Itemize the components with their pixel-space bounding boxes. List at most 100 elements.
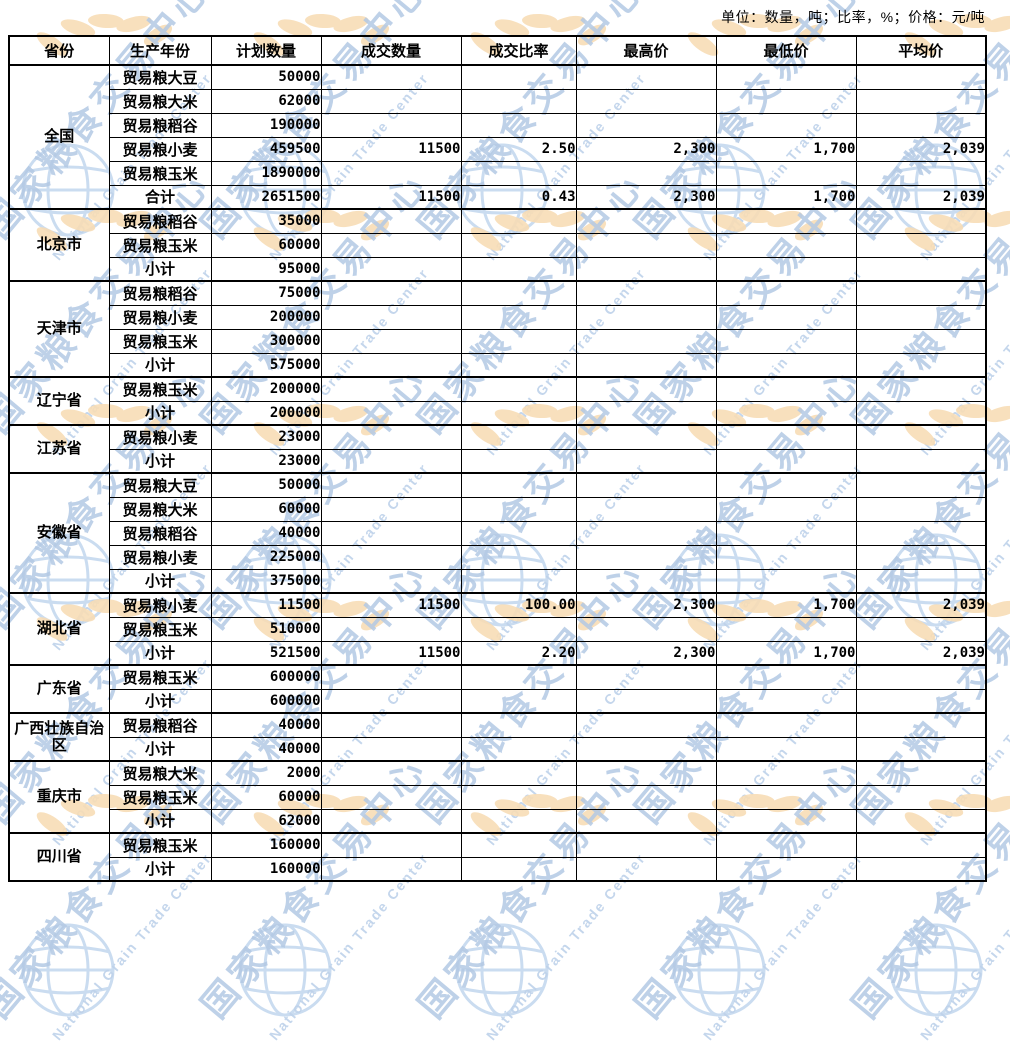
deal-ratio-cell <box>460 832 577 858</box>
low-price-cell <box>715 208 857 234</box>
avg-price-cell <box>855 64 987 90</box>
table-row: 重庆市 贸易粮大米 2000 <box>8 760 987 834</box>
low-price-cell <box>715 112 857 138</box>
deal-qty-cell <box>320 352 462 378</box>
low-price-cell <box>715 568 857 594</box>
table-row: 贸易粮玉米 1890000 <box>9 160 987 186</box>
planned-qty-cell: 459500 <box>210 136 322 162</box>
high-price-cell <box>575 400 717 426</box>
deal-ratio-cell <box>460 736 577 762</box>
avg-price-cell <box>855 304 987 330</box>
deal-qty-cell <box>320 832 462 858</box>
high-price-cell <box>575 736 717 762</box>
deal-qty-cell <box>320 400 462 426</box>
deal-ratio-cell <box>460 424 577 450</box>
column-header: 最低价 <box>715 35 857 66</box>
planned-qty-cell: 2000 <box>210 760 322 786</box>
table-row: 贸易粮小麦 459500 11500 2.50 2,300 1,700 2,039 <box>9 136 987 162</box>
low-price-cell <box>715 808 857 834</box>
avg-price-cell <box>855 328 987 354</box>
avg-price-cell: 2,039 <box>855 184 987 210</box>
deal-ratio-cell <box>460 472 577 498</box>
grain-report-table: 省份 生产年份 计划数量 成交数量 成交比率 最高价 最低价 平均价 全国 贸易粮大豆 50000… <box>8 35 987 882</box>
grain-type-cell: 贸易粮大豆 <box>108 472 212 498</box>
deal-ratio-cell <box>460 232 577 258</box>
high-price-cell <box>575 664 717 690</box>
planned-qty-cell: 1890000 <box>210 160 322 186</box>
province-cell: 天津市 <box>8 280 110 378</box>
deal-ratio-cell <box>460 448 577 474</box>
planned-qty-cell: 50000 <box>210 472 322 498</box>
deal-qty-cell <box>320 88 462 114</box>
avg-price-cell <box>855 736 987 762</box>
deal-ratio-cell: 2.20 <box>460 640 577 666</box>
avg-price-cell <box>855 688 987 714</box>
table-row: 广东省 贸易粮玉米 600000 <box>8 664 987 714</box>
deal-ratio-cell <box>460 664 577 690</box>
high-price-cell <box>575 112 717 138</box>
high-price-cell: 2,300 <box>575 184 717 210</box>
table-row: 全国 贸易粮大豆 50000 <box>8 64 987 210</box>
province-cell: 广东省 <box>8 664 110 714</box>
planned-qty-cell: 200000 <box>210 400 322 426</box>
deal-ratio-cell <box>460 544 577 570</box>
avg-price-cell <box>855 208 987 234</box>
column-header: 平均价 <box>855 35 987 66</box>
grain-type-cell: 贸易粮玉米 <box>108 616 212 642</box>
province-cell: 江苏省 <box>8 424 110 474</box>
deal-qty-cell <box>320 424 462 450</box>
province-cell: 辽宁省 <box>8 376 110 426</box>
column-header: 省份 <box>8 35 110 66</box>
high-price-cell <box>575 64 717 90</box>
table-row: 贸易粮稻谷 190000 <box>9 112 987 138</box>
high-price-cell <box>575 328 717 354</box>
planned-qty-cell: 600000 <box>210 664 322 690</box>
planned-qty-cell: 160000 <box>210 832 322 858</box>
avg-price-cell <box>855 160 987 186</box>
deal-ratio-cell: 0.43 <box>460 184 577 210</box>
deal-ratio-cell <box>460 328 577 354</box>
deal-qty-cell: 11500 <box>320 136 462 162</box>
column-header: 成交数量 <box>320 35 462 66</box>
planned-qty-cell: 190000 <box>210 112 322 138</box>
deal-qty-cell <box>320 496 462 522</box>
grain-type-cell: 贸易粮大豆 <box>108 64 212 90</box>
planned-qty-cell: 60000 <box>210 232 322 258</box>
grain-type-cell: 小计 <box>108 256 212 282</box>
grain-type-cell: 小计 <box>108 568 212 594</box>
grain-type-cell: 小计 <box>108 856 212 882</box>
planned-qty-cell: 225000 <box>210 544 322 570</box>
low-price-cell <box>715 88 857 114</box>
planned-qty-cell: 95000 <box>210 256 322 282</box>
grain-type-cell: 贸易粮小麦 <box>108 424 212 450</box>
planned-qty-cell: 575000 <box>210 352 322 378</box>
grain-type-cell: 贸易粮小麦 <box>108 304 212 330</box>
deal-qty-cell: 11500 <box>320 592 462 618</box>
deal-ratio-cell <box>460 808 577 834</box>
low-price-cell <box>715 760 857 786</box>
grain-type-cell: 小计 <box>108 736 212 762</box>
table-row: 北京市 贸易粮稻谷 35000 <box>8 208 987 282</box>
province-cell: 湖北省 <box>8 592 110 666</box>
planned-qty-cell: 200000 <box>210 304 322 330</box>
low-price-cell: 1,700 <box>715 592 857 618</box>
low-price-cell <box>715 64 857 90</box>
table-row: 四川省 贸易粮玉米 160000 <box>8 832 987 882</box>
high-price-cell: 2,300 <box>575 136 717 162</box>
low-price-cell <box>715 160 857 186</box>
planned-qty-cell: 2651500 <box>210 184 322 210</box>
deal-ratio-cell <box>460 520 577 546</box>
table-row: 小计 160000 <box>9 856 987 882</box>
table-row: 贸易粮稻谷 40000 <box>9 520 987 546</box>
grain-type-cell: 小计 <box>108 352 212 378</box>
deal-qty-cell <box>320 544 462 570</box>
deal-qty-cell <box>320 448 462 474</box>
table-row: 小计 40000 <box>9 736 987 762</box>
grain-type-cell: 小计 <box>108 400 212 426</box>
deal-ratio-cell <box>460 784 577 810</box>
table-row: 辽宁省 贸易粮玉米 200000 <box>8 376 987 426</box>
table-row: 省份 生产年份 计划数量 成交数量 成交比率 最高价 最低价 平均价 <box>8 35 987 66</box>
table-row: 小计 375000 <box>9 568 987 594</box>
low-price-cell <box>715 424 857 450</box>
deal-ratio-cell <box>460 760 577 786</box>
